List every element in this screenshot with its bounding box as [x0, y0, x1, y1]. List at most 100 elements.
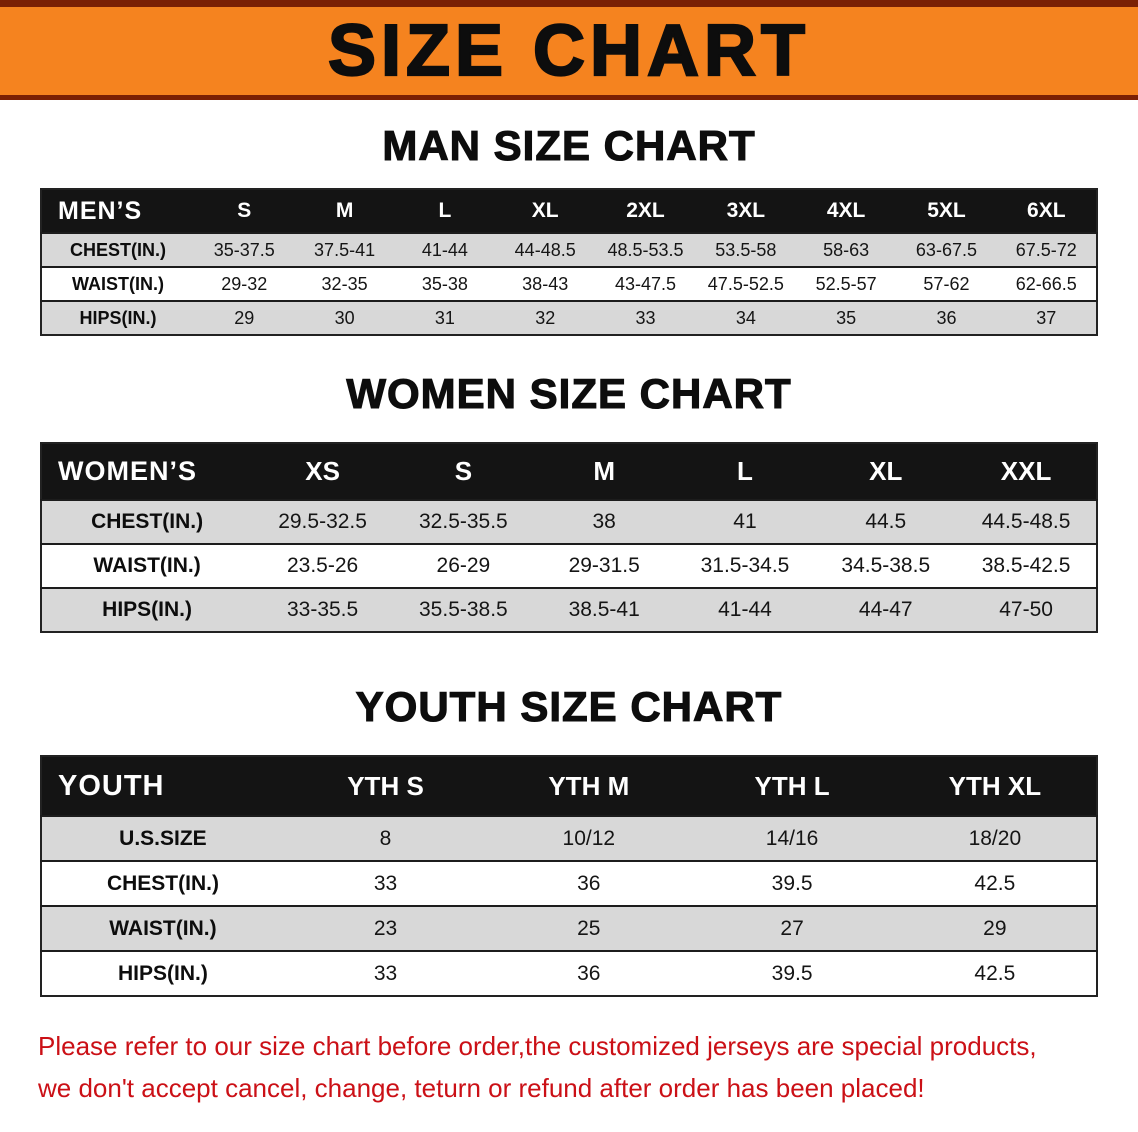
size-header-cell: M — [593, 456, 616, 487]
size-header-cell: 2XL — [626, 199, 665, 223]
row-label-cell: WAIST(IN.) — [109, 916, 217, 940]
page-title: SIZE CHART — [327, 11, 810, 91]
value-cell: 43-47.5 — [614, 273, 677, 294]
value-cell: 23.5-26 — [286, 554, 359, 578]
size-header-cell: 5XL — [927, 199, 966, 223]
size-header-cell: YTH M — [548, 770, 630, 801]
value-cell: 33 — [373, 961, 398, 985]
women-size-heading: WOMEN SIZE CHART — [346, 370, 792, 418]
size-header-cell: L — [737, 456, 753, 487]
value-cell: 33 — [635, 307, 656, 328]
size-header-cell: YTH XL — [948, 770, 1042, 801]
size-header-cell: XL — [869, 456, 903, 487]
value-cell: 29 — [983, 916, 1007, 940]
value-cell: 48.5-53.5 — [607, 239, 684, 260]
value-cell: 41-44 — [718, 598, 772, 622]
value-cell: 14/16 — [765, 826, 819, 850]
table-row: WAIST(IN.) 23.5-26 26-29 29-31.5 31.5-34.5 34… — [41, 544, 1097, 589]
women-size-section: WOMEN SIZE CHART WOMEN’S XS S M L XL XXL CHEST(… — [0, 370, 1138, 634]
value-cell: 37 — [1036, 307, 1057, 328]
row-label-cell: WAIST(IN.) — [93, 554, 201, 578]
size-header-cell: XL — [531, 199, 559, 223]
row-label-cell: HIPS(IN.) — [79, 307, 157, 328]
value-cell: 10/12 — [562, 826, 616, 850]
size-header-cell: S — [454, 456, 473, 487]
youth-size-section: YOUTH SIZE CHART YOUTH YTH S YTH M YTH L YTH… — [0, 684, 1138, 998]
row-label-cell: HIPS(IN.) — [118, 961, 208, 985]
value-cell: 63-67.5 — [915, 239, 977, 260]
value-cell: 44-48.5 — [514, 239, 576, 260]
value-cell: 36 — [577, 961, 601, 985]
size-header-cell: 3XL — [726, 199, 766, 223]
value-cell: 44.5 — [865, 510, 907, 534]
value-cell: 62-66.5 — [1015, 273, 1077, 294]
value-cell: 52.5-57 — [815, 273, 877, 294]
value-cell: 38.5-42.5 — [981, 554, 1071, 578]
value-cell: 42.5 — [974, 961, 1016, 985]
table-row: CHEST(IN.) 29.5-32.5 32.5-35.5 38 41 44.5 44.5… — [41, 500, 1097, 545]
table-row: CHEST(IN.) 35-37.5 37.5-41 41-44 44-48.5 48.5… — [41, 233, 1097, 268]
youth-size-table: YOUTH YTH S YTH M YTH L YTH XL U.S.SIZE 8 10/12… — [40, 755, 1098, 998]
value-cell: 8 — [379, 826, 392, 850]
value-cell: 29.5-32.5 — [278, 510, 367, 534]
value-cell: 44.5-48.5 — [981, 510, 1071, 534]
value-cell: 31 — [434, 307, 455, 328]
table-title-cell: MEN’S — [58, 196, 143, 225]
value-cell: 18/20 — [968, 826, 1022, 850]
footer-line-2: we don't accept cancel, change, teturn o… — [38, 1073, 925, 1104]
value-cell: 36 — [936, 307, 957, 328]
value-cell: 34.5-38.5 — [841, 554, 931, 578]
row-label-cell: CHEST(IN.) — [70, 239, 167, 260]
value-cell: 44-47 — [858, 598, 913, 622]
table-row: HIPS(IN.) 33 36 39.5 42.5 — [41, 951, 1097, 997]
table-header-row: MEN’S S M L XL 2XL 3XL 4XL 5XL 6XL — [41, 189, 1097, 234]
value-cell: 38 — [592, 510, 616, 534]
value-cell: 38-43 — [522, 273, 569, 294]
table-row: WAIST(IN.) 23 25 27 29 — [41, 906, 1097, 952]
value-cell: 39.5 — [771, 961, 813, 985]
title-banner: SIZE CHART — [0, 0, 1138, 100]
value-cell: 37.5-41 — [314, 239, 376, 260]
size-header-cell: XS — [305, 456, 340, 487]
table-row: HIPS(IN.) 29 30 31 32 33 34 35 36 37 — [41, 301, 1097, 336]
value-cell: 36 — [577, 871, 601, 895]
value-cell: 30 — [334, 307, 355, 328]
table-header-row: YOUTH YTH S YTH M YTH L YTH XL — [41, 756, 1097, 817]
size-header-cell: 4XL — [826, 199, 866, 223]
value-cell: 33-35.5 — [286, 598, 359, 622]
value-cell: 32 — [535, 307, 556, 328]
table-row: WAIST(IN.) 29-32 32-35 35-38 38-43 43-47.5 47.… — [41, 267, 1097, 302]
value-cell: 29-32 — [221, 273, 268, 294]
table-title-cell: WOMEN’S — [58, 456, 197, 487]
value-cell: 38.5-41 — [568, 598, 640, 622]
value-cell: 35-38 — [421, 273, 468, 294]
row-label-cell: HIPS(IN.) — [102, 598, 193, 622]
size-header-cell: YTH L — [754, 770, 830, 801]
value-cell: 35.5-38.5 — [419, 598, 508, 622]
row-label-cell: WAIST(IN.) — [72, 273, 165, 294]
size-header-cell: XXL — [1000, 456, 1052, 487]
table-row: HIPS(IN.) 33-35.5 35.5-38.5 38.5-41 41-44 44-… — [41, 588, 1097, 633]
women-size-table: WOMEN’S XS S M L XL XXL CHEST(IN.) 29.5-32.5 32.5… — [40, 442, 1098, 634]
table-row: CHEST(IN.) 33 36 39.5 42.5 — [41, 861, 1097, 907]
value-cell: 31.5-34.5 — [700, 554, 790, 578]
footer-line-1: Please refer to our size chart before or… — [38, 1031, 1037, 1062]
value-cell: 32.5-35.5 — [419, 510, 508, 534]
value-cell: 47-50 — [999, 598, 1053, 622]
value-cell: 32-35 — [321, 273, 368, 294]
value-cell: 42.5 — [974, 871, 1016, 895]
size-header-cell: YTH S — [347, 770, 424, 801]
value-cell: 25 — [577, 916, 601, 940]
value-cell: 47.5-52.5 — [707, 273, 784, 294]
value-cell: 35 — [836, 307, 857, 328]
value-cell: 23 — [373, 916, 398, 940]
value-cell: 33 — [373, 871, 398, 895]
row-label-cell: CHEST(IN.) — [91, 510, 204, 534]
value-cell: 58-63 — [823, 239, 870, 260]
size-header-cell: L — [438, 199, 452, 223]
value-cell: 53.5-58 — [715, 239, 777, 260]
men-size-heading: MAN SIZE CHART — [382, 122, 756, 169]
value-cell: 26-29 — [436, 554, 491, 578]
row-label-cell: U.S.SIZE — [119, 826, 207, 850]
size-header-cell: S — [237, 199, 252, 223]
